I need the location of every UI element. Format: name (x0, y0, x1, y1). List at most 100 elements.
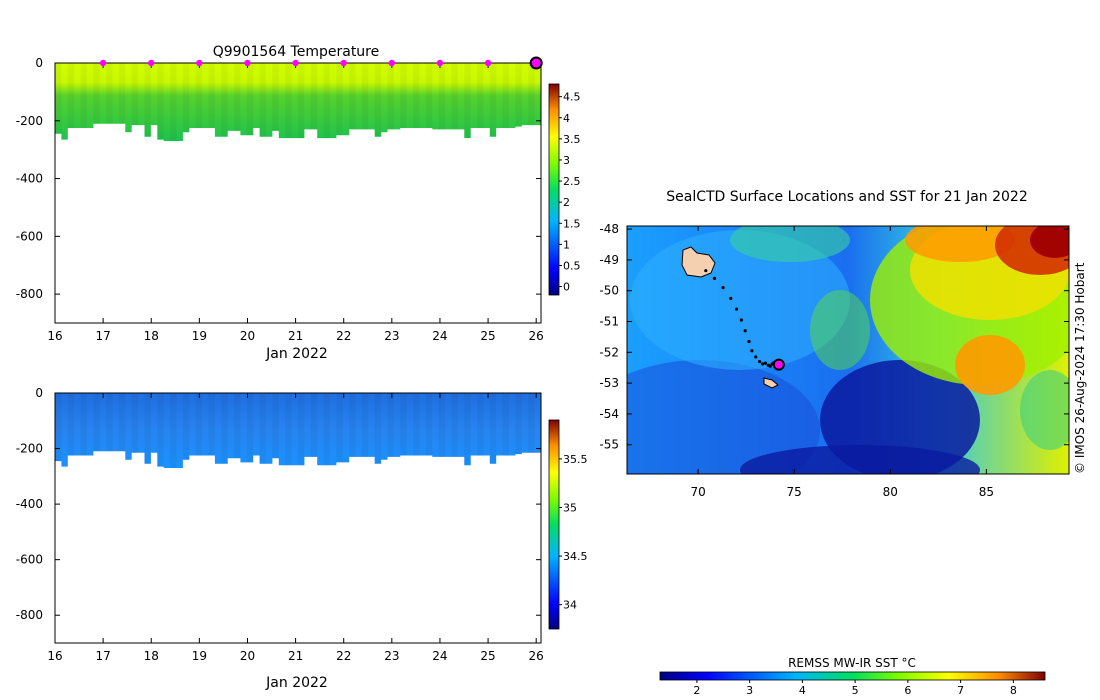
colorbar-tick-label: 35 (563, 501, 577, 514)
colorbar-tick-label: 4.5 (563, 91, 581, 104)
profile-band (144, 393, 151, 464)
temperature-panel: Q9901564 Temperature 16 17 18 19 20 21 22 23 24 2… (16, 44, 581, 362)
salinity-axes: 16 17 18 19 20 21 22 23 24 25 26 0 -200 -400 -600 -800 (16, 386, 544, 663)
profile-band (80, 63, 87, 128)
profile-band (502, 63, 509, 128)
profile-band (272, 393, 279, 459)
map-y-tick-label: -48 (599, 222, 619, 236)
profile-band (157, 393, 164, 467)
profile-band (55, 63, 62, 134)
map-y-tick-label: -53 (599, 376, 619, 390)
y-tick-label: 0 (35, 386, 43, 400)
sst-colorbar-tick-label: 6 (904, 684, 911, 697)
map-title: SealCTD Surface Locations and SST for 21… (666, 189, 1027, 205)
profile-band (182, 393, 190, 460)
sst-colorbar-tick-label: 4 (799, 684, 806, 697)
salinity-panel: 16 17 18 19 20 21 22 23 24 25 260-200-400-600-800 … (16, 386, 588, 691)
sst-colorbar-tick-label: 2 (693, 684, 700, 697)
profile-band (400, 393, 407, 456)
profile-band (246, 393, 254, 463)
y-tick-label: -200 (16, 442, 43, 456)
profile-band (118, 63, 126, 124)
profile-band (259, 63, 266, 137)
track-point (750, 349, 754, 353)
track-point (758, 359, 762, 364)
profile-band (157, 63, 164, 140)
profile-band (131, 63, 139, 126)
y-tick-label: -200 (16, 114, 43, 128)
seal-track (681, 246, 785, 389)
y-tick-label: -800 (16, 608, 43, 622)
profile-band (67, 393, 75, 456)
map-y-tick-label: -55 (599, 438, 619, 452)
x-tick-label: 17 (95, 329, 110, 343)
map-axes: 70 75 80 85 -48 -49 -50 -51 -52 -53 -54 -55 (599, 222, 1069, 499)
profile-band (502, 393, 509, 456)
profile-band (451, 393, 458, 457)
profile-band (182, 63, 190, 133)
map-x-tick-label: 85 (979, 485, 994, 499)
current-location-marker (772, 358, 785, 371)
profile-band (195, 393, 203, 456)
track-point (747, 339, 751, 344)
x-tick-label: 18 (144, 329, 159, 343)
x-tick-label: 20 (240, 329, 255, 343)
colorbar-tick-label: 34 (563, 599, 577, 612)
track-point (721, 286, 725, 290)
x-tick-label: 21 (288, 329, 303, 343)
colorbar-tick-label: 2 (563, 196, 570, 209)
profile-band (221, 63, 228, 137)
profile-band (528, 393, 535, 453)
x-tick-label: 21 (288, 649, 303, 663)
track-point (754, 355, 758, 359)
x-tick-label: 19 (192, 649, 207, 663)
x-tick-label: 22 (336, 329, 351, 343)
section-fill-area (55, 63, 541, 141)
x-tick-label: 19 (192, 329, 207, 343)
colorbar-tick-label: 0.5 (563, 259, 581, 272)
profile-marker (292, 59, 299, 67)
profile-band (489, 393, 497, 464)
profile-band (413, 393, 420, 456)
x-tick-label: 16 (47, 649, 62, 663)
current-profile-marker (529, 56, 543, 70)
profile-band (477, 63, 484, 128)
island (763, 377, 779, 389)
x-tick-label: 24 (432, 649, 447, 663)
map-axes-frame (626, 225, 1070, 475)
profile-band (438, 393, 446, 457)
salinity-colorbar (548, 419, 560, 630)
y-tick-label: -600 (16, 553, 43, 567)
profile-band (477, 393, 484, 456)
x-tick-label: 25 (480, 649, 495, 663)
track-point (743, 329, 747, 333)
profile-band (298, 63, 305, 139)
profile-band (106, 63, 113, 124)
sst-colorbar-tick-label: 7 (957, 684, 964, 697)
profile-markers (99, 56, 543, 70)
track-point (763, 361, 767, 365)
map-y-tick-label: -51 (599, 315, 619, 329)
profile-band (131, 393, 139, 453)
profile-band (80, 393, 87, 456)
colorbar-tick-label: 1 (563, 238, 570, 251)
profile-band (515, 393, 522, 455)
profile-marker (148, 59, 155, 67)
temperature-colorbar (548, 83, 560, 296)
profile-band (55, 393, 62, 462)
colorbar-tick-label: 0 (563, 281, 570, 294)
x-tick-label: 22 (336, 649, 351, 663)
y-tick-label: -400 (16, 172, 43, 186)
profile-band (451, 63, 458, 130)
x-tick-label: 23 (384, 329, 399, 343)
profile-band (323, 63, 330, 139)
profile-band (310, 393, 318, 457)
profile-band (310, 63, 318, 130)
x-tick-label: 26 (529, 649, 544, 663)
profile-band (144, 63, 151, 137)
track-point (739, 318, 743, 322)
track-point (704, 269, 708, 273)
sst-colorbar (659, 671, 1046, 681)
profile-marker (244, 59, 251, 67)
